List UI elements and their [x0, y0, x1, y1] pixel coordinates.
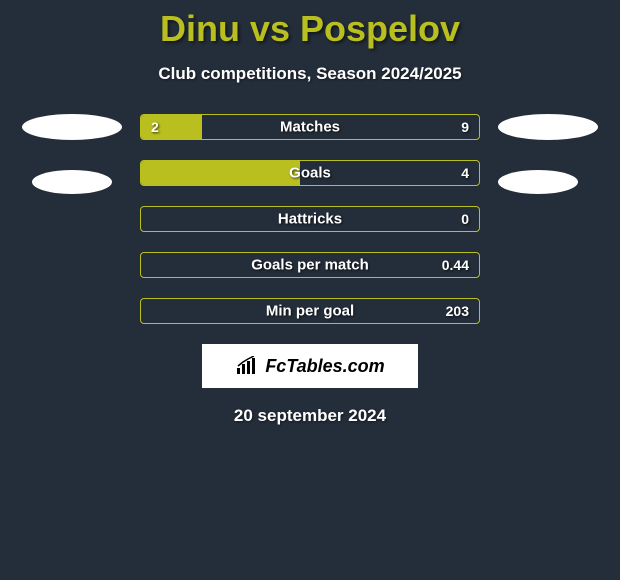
avatar-placeholder	[22, 114, 122, 140]
stat-right-value: 9	[461, 119, 469, 135]
stat-right-value: 0.44	[442, 257, 469, 273]
page-title: Dinu vs Pospelov	[0, 0, 620, 50]
stat-row-min-per-goal: Min per goal 203	[140, 298, 480, 324]
left-side-avatars	[22, 114, 122, 324]
avatar-placeholder	[498, 170, 578, 194]
stat-row-goals: Goals 4	[140, 160, 480, 186]
stat-row-goals-per-match: Goals per match 0.44	[140, 252, 480, 278]
comparison-content: 2 Matches 9 Goals 4 Hattricks 0 Goals pe…	[0, 114, 620, 324]
stat-right-value: 0	[461, 211, 469, 227]
date-text: 20 september 2024	[0, 406, 620, 426]
stat-right-value: 4	[461, 165, 469, 181]
right-side-avatars	[498, 114, 598, 324]
chart-icon	[235, 356, 259, 376]
bar-fill	[141, 161, 300, 185]
stat-row-hattricks: Hattricks 0	[140, 206, 480, 232]
avatar-placeholder	[32, 170, 112, 194]
stat-label: Min per goal	[266, 303, 354, 320]
stat-label: Hattricks	[278, 211, 342, 228]
page-subtitle: Club competitions, Season 2024/2025	[0, 64, 620, 84]
logo-text: FcTables.com	[265, 356, 384, 377]
stat-left-value: 2	[151, 119, 159, 135]
stat-bars: 2 Matches 9 Goals 4 Hattricks 0 Goals pe…	[140, 114, 480, 324]
avatar-placeholder	[498, 114, 598, 140]
stat-label: Matches	[280, 119, 340, 136]
site-logo: FcTables.com	[202, 344, 418, 388]
stat-row-matches: 2 Matches 9	[140, 114, 480, 140]
stat-label: Goals	[289, 165, 331, 182]
stat-label: Goals per match	[251, 257, 369, 274]
stat-right-value: 203	[446, 303, 469, 319]
